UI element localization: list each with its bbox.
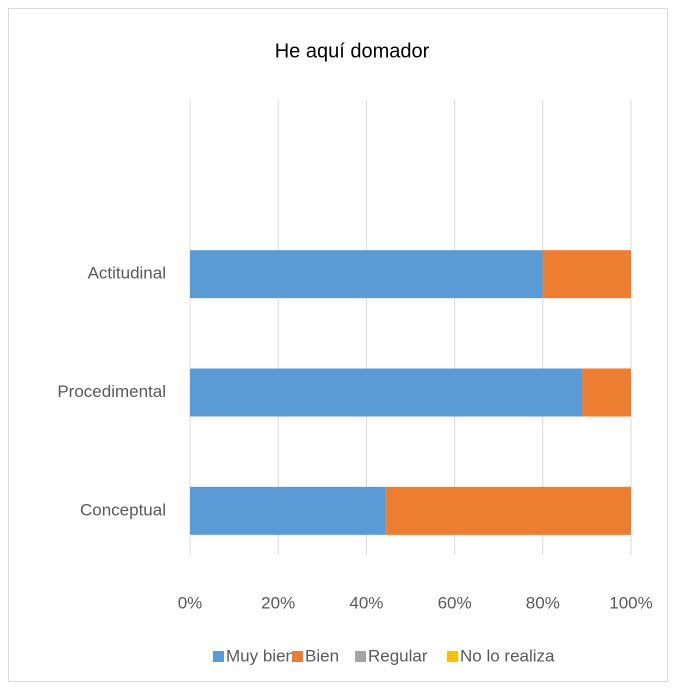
legend-swatch	[213, 651, 224, 662]
bar-segment	[190, 250, 543, 299]
x-tick-label: 100%	[609, 593, 652, 612]
bar-segment	[190, 368, 583, 417]
legend-swatch	[292, 651, 303, 662]
y-tick-label: Conceptual	[80, 500, 166, 519]
legend-label: Muy bien	[226, 646, 295, 665]
bar-segment	[542, 250, 631, 299]
legend-label: Bien	[305, 646, 339, 665]
x-tick-label: 60%	[438, 593, 472, 612]
bar-segment	[190, 486, 386, 535]
x-tick-label: 20%	[261, 593, 295, 612]
legend-label: No lo realiza	[460, 646, 555, 665]
x-tick-label: 0%	[178, 593, 203, 612]
legend-label: Regular	[368, 646, 428, 665]
bar-segment	[385, 486, 631, 535]
chart-title: He aquí domador	[275, 40, 430, 62]
legend-swatch	[447, 651, 458, 662]
bar-segment	[582, 368, 631, 417]
y-tick-label: Procedimental	[57, 382, 166, 401]
chart-border	[8, 8, 668, 682]
legend-swatch	[355, 651, 366, 662]
x-tick-label: 40%	[349, 593, 383, 612]
x-tick-label: 80%	[526, 593, 560, 612]
y-tick-label: Actitudinal	[88, 264, 166, 283]
